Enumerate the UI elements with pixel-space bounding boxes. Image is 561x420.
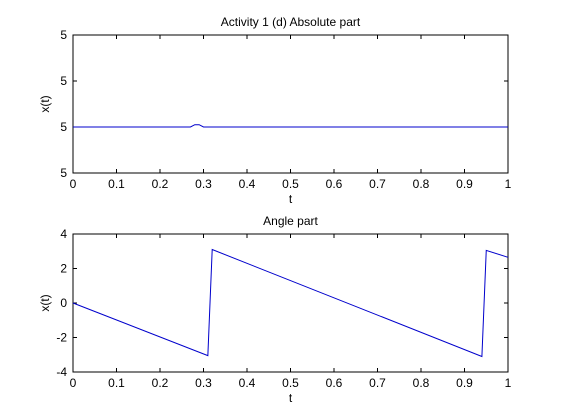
axes-2: 0 0.1 0.2 0.3 0.4 0.5 0.6 0.7 0.8 0.9 1 -4 -2 0 2 4 Angl… xyxy=(38,214,512,405)
x-tick-label: 0.6 xyxy=(326,376,343,390)
y-tick-label: 5 xyxy=(60,166,67,180)
x-axis-label: t xyxy=(289,192,293,206)
y-tick-label: 4 xyxy=(60,227,67,241)
chart-title: Angle part xyxy=(263,214,318,228)
x-tick-label: 0.8 xyxy=(413,376,430,390)
y-axis-label: x(t) xyxy=(38,95,52,112)
axes-1: 0 0.1 0.2 0.3 0.4 0.5 0.6 0.7 0.8 0.9 1 5 5 5 5 Activit… xyxy=(38,15,512,206)
y-tick-label: -4 xyxy=(56,365,67,379)
x-tick-label: 0.1 xyxy=(108,376,125,390)
x-tick-label: 0 xyxy=(70,376,77,390)
x-tick-label: 0.7 xyxy=(369,177,386,191)
x-tick-label: 1 xyxy=(505,177,512,191)
x-tick-label: 0.7 xyxy=(369,376,386,390)
plot-frame xyxy=(72,233,509,373)
x-tick-label: 0.9 xyxy=(456,376,473,390)
y-tick-label: 5 xyxy=(60,28,67,42)
x-tick-label: 0.5 xyxy=(282,177,299,191)
y-tick-label: 0 xyxy=(60,296,67,310)
y-tick-label: 5 xyxy=(60,120,67,134)
y-tick-label: 5 xyxy=(60,74,67,88)
x-tick-label: 0.3 xyxy=(195,177,212,191)
x-tick-label: 0.9 xyxy=(456,177,473,191)
x-tick-label: 0.4 xyxy=(239,376,256,390)
series-line xyxy=(72,248,509,358)
x-tick-label: 0.6 xyxy=(326,177,343,191)
y-tick-label: -2 xyxy=(56,331,67,345)
x-tick-label: 1 xyxy=(505,376,512,390)
x-tick-label: 0.2 xyxy=(152,376,169,390)
x-tick-label: 0.2 xyxy=(152,177,169,191)
chart-title: Activity 1 (d) Absolute part xyxy=(221,15,361,29)
x-tick-label: 0.3 xyxy=(195,376,212,390)
y-axis-label: x(t) xyxy=(38,294,52,311)
x-axis-label: t xyxy=(289,391,293,405)
x-tick-label: 0.1 xyxy=(108,177,125,191)
x-tick-label: 0.8 xyxy=(413,177,430,191)
series-line xyxy=(73,124,508,128)
x-tick-label: 0.5 xyxy=(282,376,299,390)
x-tick-label: 0.4 xyxy=(239,177,256,191)
plot-frame xyxy=(72,34,509,174)
y-tick-label: 2 xyxy=(60,262,67,276)
x-tick-label: 0 xyxy=(70,177,77,191)
